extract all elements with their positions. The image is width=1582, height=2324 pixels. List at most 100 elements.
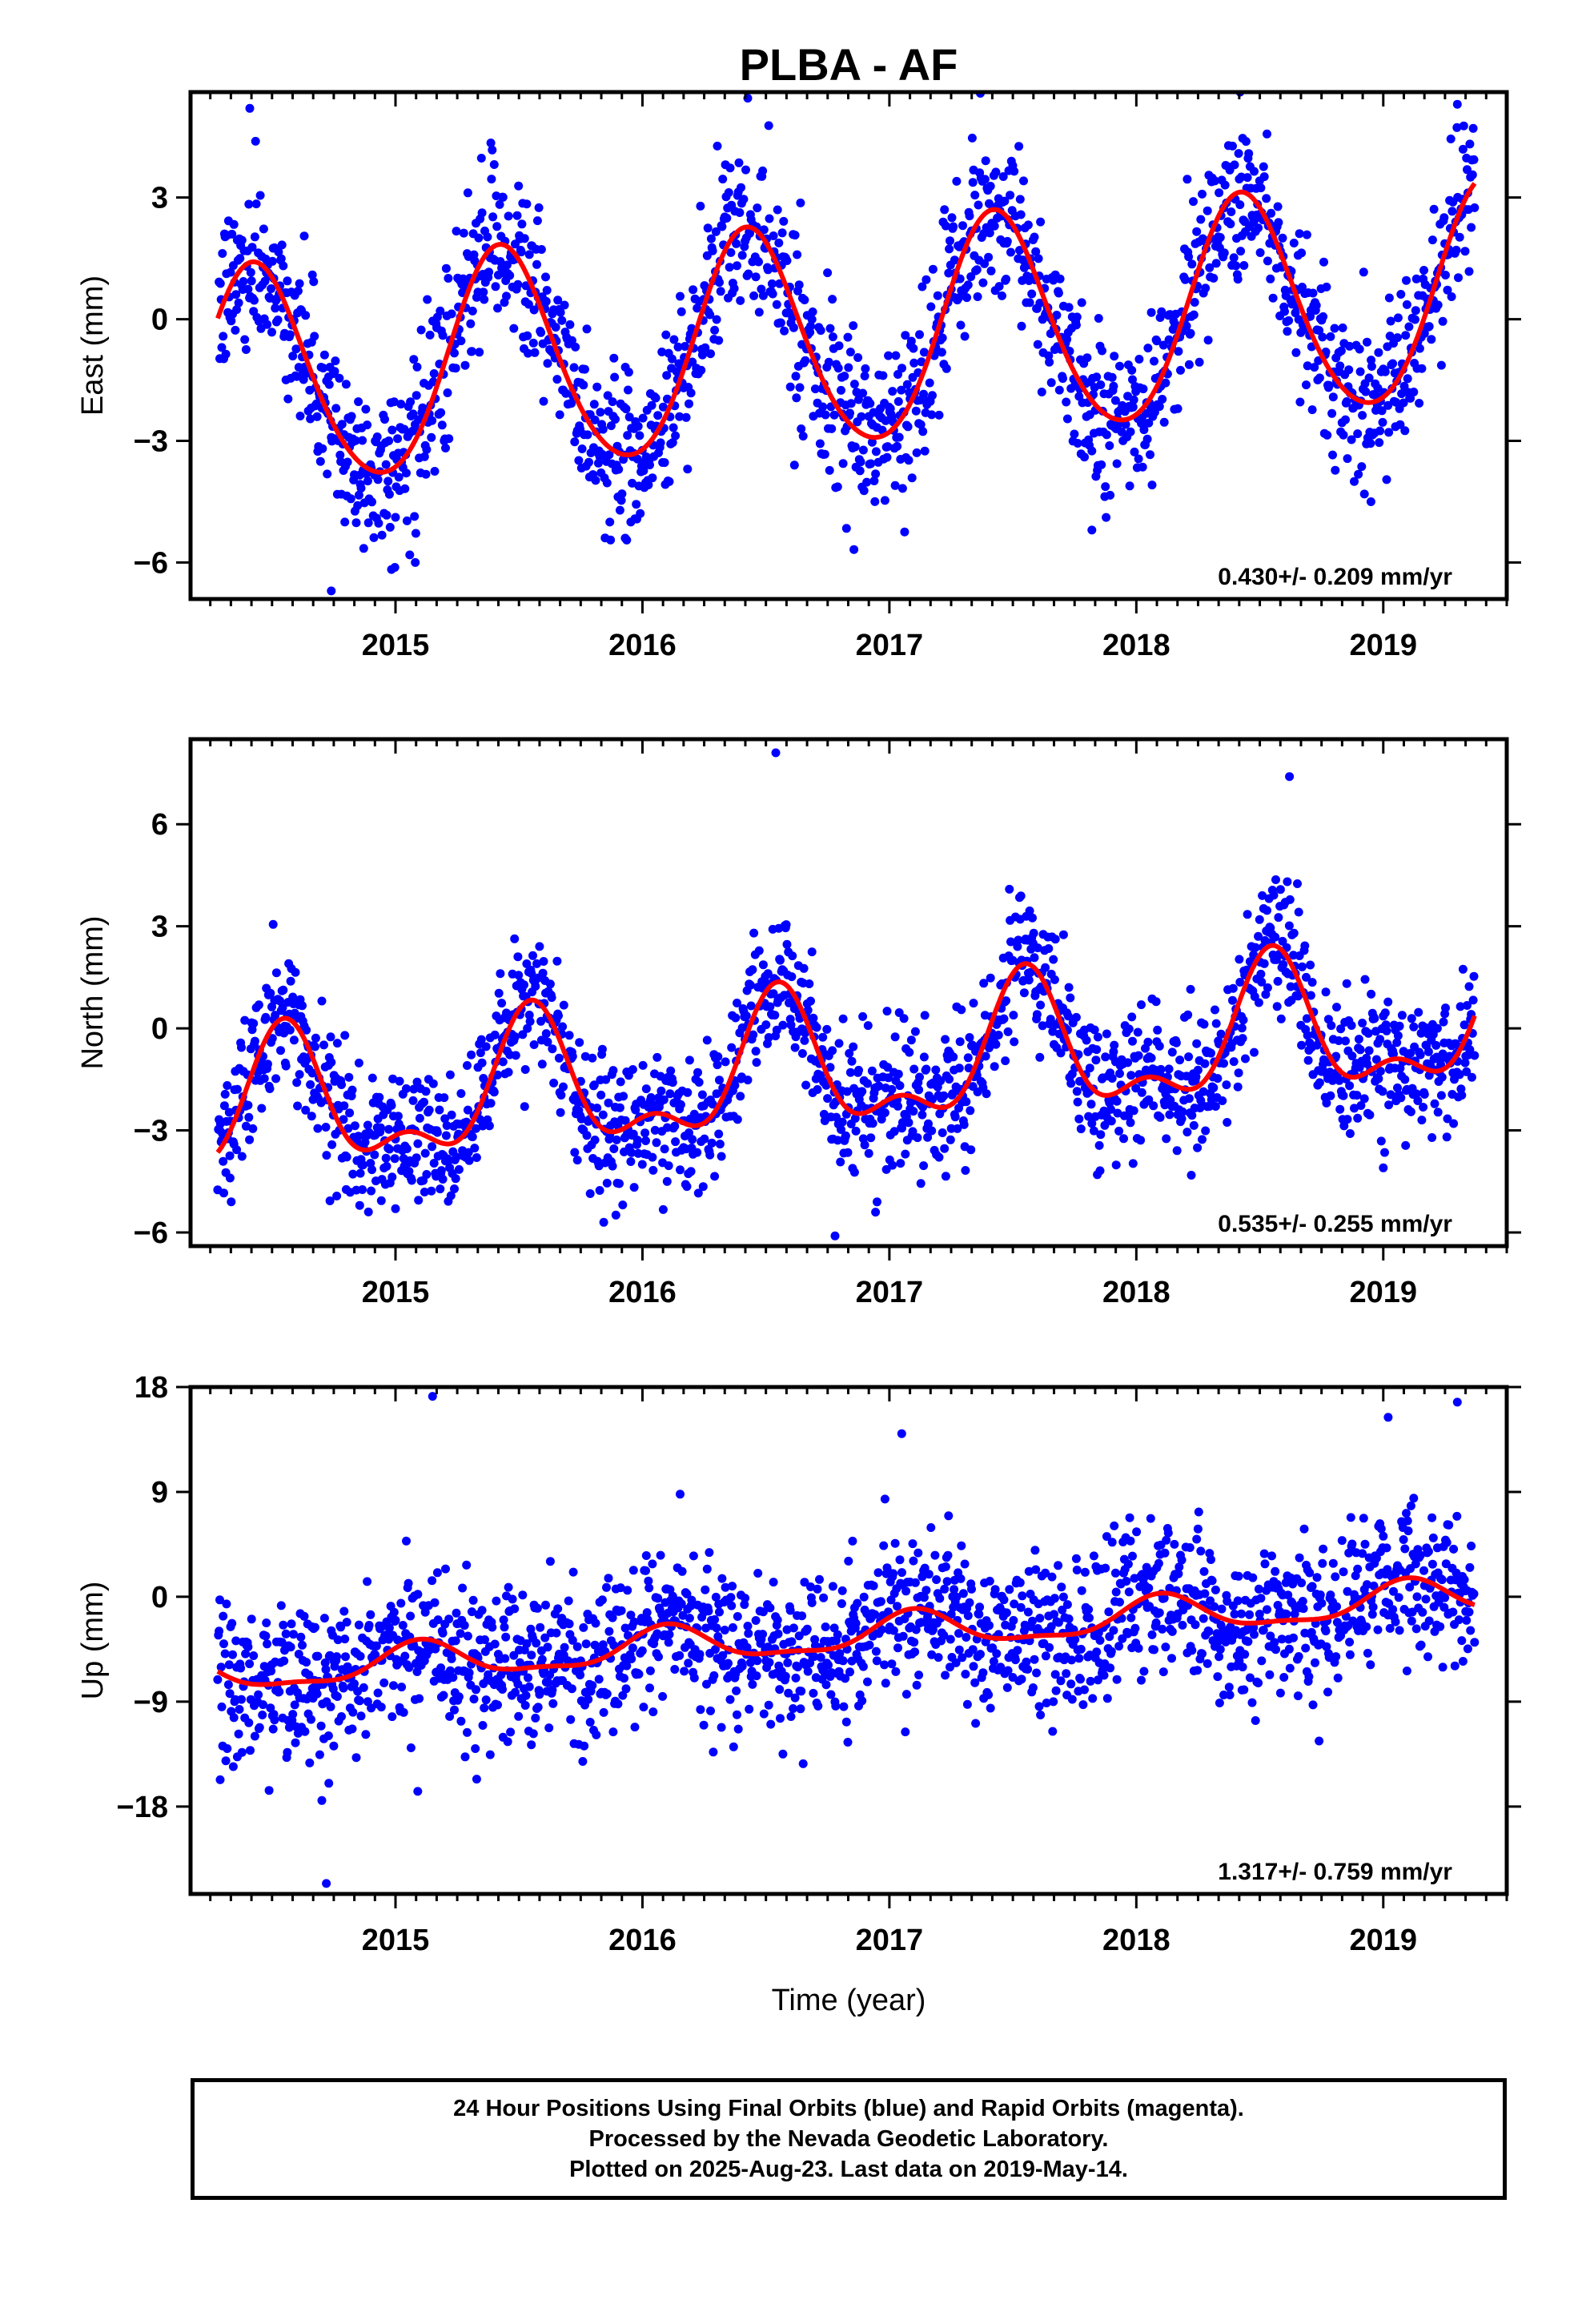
up-data-point (618, 1691, 628, 1700)
up-data-point (591, 1618, 600, 1628)
north-data-point (749, 1030, 758, 1039)
east-data-point (1130, 447, 1139, 456)
north-data-point (1136, 1136, 1146, 1145)
up-data-point (895, 1555, 905, 1565)
north-data-point (1096, 1130, 1106, 1140)
north-data-point (1334, 1036, 1343, 1045)
north-data-point (1010, 1037, 1019, 1047)
north-data-point (901, 1149, 910, 1159)
north-data-point (1056, 1048, 1066, 1058)
north-data-point (1001, 1056, 1010, 1066)
north-data-point (1382, 1026, 1391, 1035)
up-data-point (962, 1699, 972, 1709)
north-data-point (847, 1056, 857, 1066)
east-data-point (474, 233, 484, 243)
north-data-point (619, 1092, 628, 1101)
north-data-point (536, 1016, 546, 1026)
north-data-point (223, 1081, 232, 1090)
east-data-point (1174, 347, 1183, 356)
up-data-point (244, 1718, 254, 1727)
north-data-point (325, 1196, 335, 1205)
east-data-point (623, 431, 632, 440)
north-data-point (787, 972, 797, 982)
north-data-point (440, 1093, 449, 1103)
east-data-point (614, 464, 624, 474)
north-data-point (1216, 1029, 1226, 1039)
north-data-point (1345, 1129, 1355, 1138)
east-data-point (777, 228, 787, 238)
east-data-point (1366, 439, 1375, 448)
north-data-point (435, 1105, 444, 1115)
north-data-point (1263, 906, 1271, 915)
east-data-point (825, 324, 835, 333)
up-data-point (961, 1670, 970, 1679)
north-data-point (601, 1075, 611, 1084)
north-data-point (1433, 1108, 1443, 1117)
east-data-point (1267, 208, 1276, 218)
north-data-point (1303, 1055, 1313, 1065)
up-data-point (778, 1749, 788, 1759)
up-data-point (351, 1753, 361, 1763)
north-data-point (522, 959, 532, 968)
east-data-point (553, 296, 563, 305)
up-data-point (597, 1595, 607, 1605)
up-data-point (803, 1667, 813, 1676)
east-y-axis-label: East (mm) (76, 275, 110, 416)
up-data-point (342, 1618, 351, 1627)
east-data-point (947, 213, 957, 223)
north-data-point (367, 1073, 377, 1083)
north-data-point (1218, 1096, 1227, 1105)
north-data-point (666, 1066, 676, 1076)
up-data-point (629, 1617, 639, 1626)
east-data-point (758, 166, 768, 175)
up-data-point (797, 1611, 807, 1621)
north-x-tick-label: 2018 (1102, 1276, 1170, 1309)
east-data-point (1141, 408, 1150, 418)
east-data-point (343, 457, 352, 467)
east-outlier-point (411, 557, 420, 567)
north-data-point (608, 1161, 617, 1171)
east-data-point (1354, 469, 1363, 479)
up-data-point (514, 1711, 524, 1721)
north-data-point (1033, 943, 1042, 953)
up-data-point (740, 1600, 749, 1610)
north-data-point (782, 939, 792, 949)
east-data-point (1019, 176, 1028, 186)
north-outlier-point (391, 1204, 400, 1213)
east-data-point (703, 223, 713, 233)
east-data-point (1464, 267, 1474, 276)
east-data-point (653, 411, 663, 420)
north-data-point (412, 1077, 422, 1087)
up-data-point (247, 1614, 256, 1624)
up-data-point (863, 1677, 872, 1687)
up-data-point (809, 1688, 818, 1698)
up-data-point (765, 1658, 774, 1667)
up-data-point (350, 1679, 359, 1688)
north-data-point (224, 1108, 234, 1117)
east-data-point (496, 257, 505, 266)
east-data-point (1429, 204, 1439, 214)
east-data-point (1025, 298, 1034, 308)
east-data-point (1015, 195, 1025, 204)
north-data-point (770, 1011, 780, 1020)
east-data-point (596, 408, 605, 417)
east-y-tick-label: 0 (151, 304, 168, 337)
north-data-point (1306, 960, 1315, 970)
east-data-point (1143, 344, 1153, 353)
north-data-point (1257, 977, 1267, 987)
north-data-point (360, 1137, 370, 1147)
east-data-point (247, 243, 257, 252)
up-data-point (413, 1590, 423, 1599)
north-data-point (880, 1108, 889, 1117)
east-data-point (624, 385, 632, 395)
east-data-point (844, 363, 853, 372)
north-data-point (1273, 976, 1283, 986)
east-data-point (917, 357, 926, 367)
north-outlier-point (873, 1197, 881, 1207)
east-data-point (1002, 236, 1012, 246)
north-data-point (659, 1095, 669, 1104)
east-data-point (1400, 426, 1410, 436)
north-data-point (882, 1007, 892, 1016)
east-data-point (1415, 344, 1424, 353)
north-data-point (298, 1001, 307, 1011)
